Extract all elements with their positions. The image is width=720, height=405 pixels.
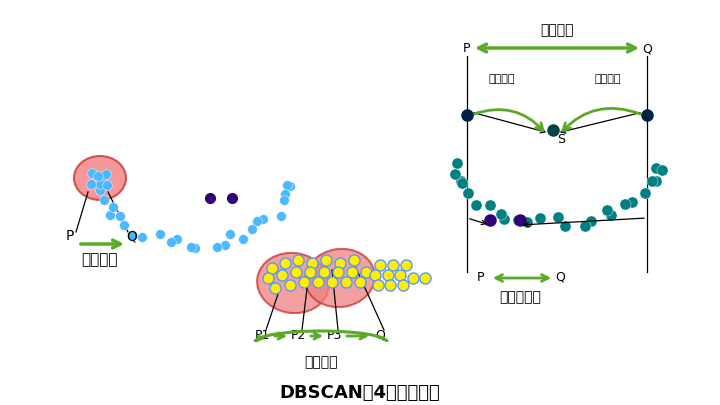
Text: 非密度相连: 非密度相连: [499, 290, 541, 304]
Text: 密度可达: 密度可达: [305, 355, 338, 369]
Text: P: P: [463, 42, 471, 55]
Text: Q: Q: [642, 42, 652, 55]
Ellipse shape: [74, 156, 126, 200]
Text: DBSCAN中4种点的关系: DBSCAN中4种点的关系: [279, 384, 441, 402]
Text: P: P: [476, 271, 484, 284]
Ellipse shape: [305, 249, 375, 307]
Text: P2: P2: [290, 329, 306, 342]
Text: Q: Q: [375, 329, 385, 342]
Text: P: P: [66, 229, 74, 243]
Text: S: S: [557, 133, 565, 146]
Text: Q: Q: [127, 229, 138, 243]
Text: 密度可达: 密度可达: [489, 74, 516, 84]
Text: 密度相连: 密度相连: [540, 23, 574, 37]
Text: P1: P1: [254, 329, 270, 342]
Text: P3: P3: [326, 329, 342, 342]
Text: 密度可达: 密度可达: [595, 74, 621, 84]
Ellipse shape: [257, 253, 329, 313]
Text: 密度直达: 密度直达: [82, 252, 118, 267]
Text: Q: Q: [555, 271, 565, 284]
